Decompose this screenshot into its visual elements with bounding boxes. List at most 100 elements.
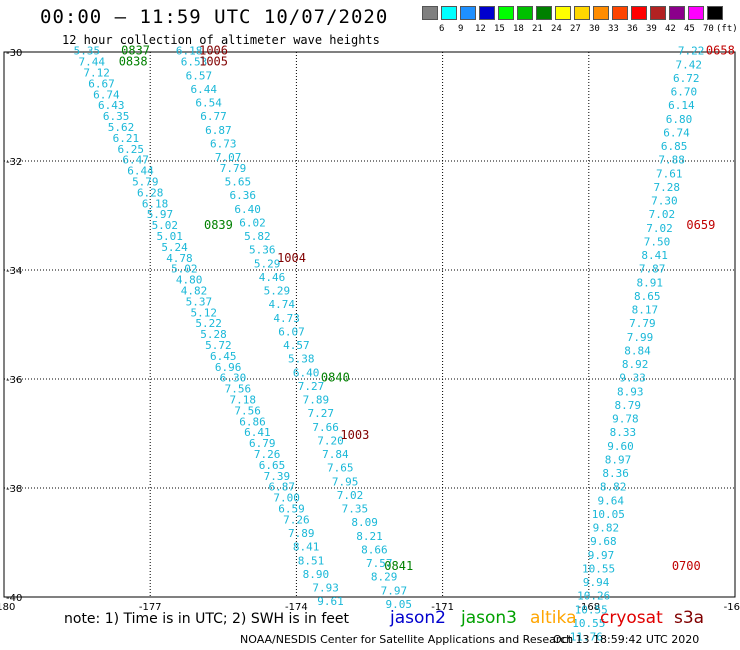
wave-height-value: 9.97 bbox=[588, 549, 615, 562]
wave-height-value: 6.74 bbox=[93, 88, 120, 101]
wave-height-value: 6.44 bbox=[127, 165, 154, 178]
wave-height-value: 9.68 bbox=[590, 535, 617, 548]
wave-height-value: 5.28 bbox=[200, 328, 227, 341]
wave-height-value: 6.72 bbox=[673, 72, 700, 85]
wave-height-value: 8.90 bbox=[303, 568, 330, 581]
wave-height-value: 5.01 bbox=[156, 230, 183, 243]
wave-height-value: 7.56 bbox=[225, 383, 252, 396]
wave-height-value: 9.05 bbox=[385, 598, 412, 611]
wave-height-value: 7.65 bbox=[327, 462, 354, 475]
wave-height-value: 6.59 bbox=[278, 503, 305, 516]
lat-label: -30 bbox=[6, 48, 22, 59]
wave-height-value: 7.02 bbox=[646, 222, 673, 235]
footer-note: note: 1) Time is in UTC; 2) SWH is in fe… bbox=[64, 611, 350, 627]
wave-height-value: 4.74 bbox=[269, 298, 296, 311]
pass-time-label: 1005 bbox=[199, 55, 228, 69]
wave-height-value: 6.28 bbox=[137, 186, 164, 199]
wave-height-value: 6.87 bbox=[205, 124, 232, 137]
generated-timestamp: Oct 13 18:59:42 UTC 2020 bbox=[553, 633, 700, 646]
wave-height-value: 8.21 bbox=[356, 530, 383, 543]
wave-height-value: 5.62 bbox=[108, 121, 135, 134]
legend-swatch bbox=[536, 6, 552, 20]
wave-height-value: 6.67 bbox=[88, 77, 115, 90]
satellite-jason3: jason3 bbox=[461, 608, 517, 628]
legend-label: 27 bbox=[570, 24, 581, 34]
legend-label: 21 bbox=[532, 24, 543, 34]
wave-height-value: 11.76 bbox=[570, 631, 603, 644]
lat-label: -32 bbox=[6, 157, 22, 168]
wave-height-value: 7.20 bbox=[317, 434, 344, 447]
legend-swatch bbox=[498, 6, 514, 20]
wave-height-value: 10.55 bbox=[572, 617, 605, 630]
wave-height-value: 6.79 bbox=[249, 437, 276, 450]
lon-label: -168 bbox=[577, 602, 600, 613]
pass-time-label: 1004 bbox=[277, 251, 306, 265]
legend-swatch bbox=[574, 6, 590, 20]
legend-swatch bbox=[441, 6, 457, 20]
credit-text: NOAA/NESDIS Center for Satellite Applica… bbox=[240, 633, 574, 646]
wave-height-value: 6.44 bbox=[191, 83, 218, 96]
wave-height-value: 6.70 bbox=[671, 86, 698, 99]
legend-swatch bbox=[593, 6, 609, 20]
wave-height-value: 9.82 bbox=[593, 522, 620, 535]
legend-label: 9 bbox=[458, 24, 464, 34]
wave-height-value: 7.79 bbox=[629, 317, 656, 330]
wave-height-value: 6.07 bbox=[278, 325, 305, 338]
wave-height-value: 6.85 bbox=[661, 140, 688, 153]
wave-height-value: 6.40 bbox=[234, 203, 261, 216]
legend-label: 18 bbox=[513, 24, 524, 34]
legend-label: 70 bbox=[703, 24, 714, 34]
wave-height-value: 7.87 bbox=[639, 263, 666, 276]
lat-label: -36 bbox=[6, 375, 22, 386]
wave-height-value: 5.24 bbox=[161, 241, 188, 254]
legend-label: 12 bbox=[475, 24, 486, 34]
wave-height-value: 7.89 bbox=[303, 394, 330, 407]
legend-label: 42 bbox=[665, 24, 676, 34]
wave-height-value: 9.61 bbox=[317, 595, 344, 608]
wave-height-value: 8.82 bbox=[600, 481, 627, 494]
wave-height-value: 9.64 bbox=[597, 494, 624, 507]
wave-height-value: 5.02 bbox=[171, 263, 198, 276]
lon-label: -180 bbox=[0, 602, 15, 613]
wave-height-value: 7.02 bbox=[337, 489, 364, 502]
wave-height-value: 7.99 bbox=[627, 331, 654, 344]
wave-height-value: 4.78 bbox=[166, 252, 193, 265]
wave-height-value: 7.27 bbox=[298, 380, 325, 393]
lon-label: -171 bbox=[431, 602, 454, 613]
lon-label: -174 bbox=[285, 602, 308, 613]
wave-height-value: 4.82 bbox=[181, 285, 208, 298]
wave-height-value: 6.02 bbox=[239, 216, 266, 229]
wave-height-value: 6.21 bbox=[113, 132, 140, 145]
wave-height-value: 8.84 bbox=[624, 344, 651, 357]
wave-height-value: 4.80 bbox=[176, 274, 203, 287]
wave-height-value: 7.44 bbox=[78, 56, 105, 69]
wave-height-value: 7.89 bbox=[288, 527, 315, 540]
satellite-altika: altika bbox=[530, 608, 577, 628]
lon-label: -165 bbox=[724, 602, 740, 613]
wave-height-value: 8.41 bbox=[641, 249, 668, 262]
wave-height-value: 7.84 bbox=[322, 448, 349, 461]
legend-swatch bbox=[707, 6, 723, 20]
wave-height-value: 7.66 bbox=[312, 421, 339, 434]
wave-height-value: 8.97 bbox=[605, 453, 632, 466]
map-subtitle: 12 hour collection of altimeter wave hei… bbox=[62, 33, 380, 47]
wave-height-value: 6.80 bbox=[666, 113, 693, 126]
wave-height-value: 10.55 bbox=[582, 562, 615, 575]
legend-label: 36 bbox=[627, 24, 638, 34]
satellite-s3a: s3a bbox=[674, 608, 705, 628]
wave-height-value: 6.45 bbox=[210, 350, 237, 363]
wave-height-value: 8.17 bbox=[632, 304, 659, 317]
wave-height-value: 7.56 bbox=[234, 404, 261, 417]
pass-time-label: 1003 bbox=[340, 428, 369, 442]
legend-swatch bbox=[612, 6, 628, 20]
wave-height-value: 5.79 bbox=[132, 176, 159, 189]
wave-height-value: 7.93 bbox=[312, 582, 339, 595]
pass-time-label: 0839 bbox=[204, 218, 233, 232]
wave-height-value: 5.12 bbox=[191, 306, 218, 319]
wave-height-value: 7.61 bbox=[656, 167, 683, 180]
wave-height-value: 9.60 bbox=[607, 440, 634, 453]
wave-height-value: 10.05 bbox=[592, 508, 625, 521]
wave-height-value: 9.33 bbox=[619, 372, 646, 385]
wave-height-value: 6.36 bbox=[230, 189, 257, 202]
wave-height-value: 5.82 bbox=[244, 230, 271, 243]
